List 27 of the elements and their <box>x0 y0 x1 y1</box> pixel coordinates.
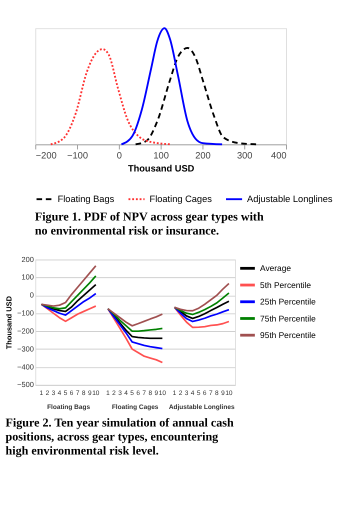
legend-label: Floating Bags <box>58 194 115 204</box>
caption: Figure 1. PDF of NPV across gear types with no environmental risk or insurance. <box>34 209 264 238</box>
y-tick-label: 200 <box>22 254 34 264</box>
legend-label: Adjustable Longlines <box>247 194 333 204</box>
x-tick-label: 0 <box>116 150 122 161</box>
legend-label: 95th Percentile <box>260 330 316 340</box>
x-tick-label: 300 <box>236 150 252 161</box>
x-tick-label: 400 <box>271 150 287 161</box>
legend-label: 5th Percentile <box>260 280 312 290</box>
legend-label: Average <box>260 263 292 274</box>
y-axis-title: Thousand USD <box>4 295 14 350</box>
y-tick-label: −100 <box>17 308 34 318</box>
y-tick-label: 100 <box>22 272 34 282</box>
legend-label: Floating Cages <box>150 194 212 204</box>
y-tick-label: −200 <box>17 326 34 336</box>
x-axis-title: Thousand USD <box>128 164 195 174</box>
y-tick-label: −500 <box>17 380 34 390</box>
legend-label: 25th Percentile <box>260 296 316 307</box>
y-tick-label: −300 <box>17 344 34 354</box>
y-tick-label: 0 <box>30 290 34 300</box>
x-tick-label: 200 <box>195 150 211 161</box>
x-tick-label: 100 <box>153 150 169 161</box>
x-tick-label: −200 <box>36 150 57 161</box>
y-tick-label: −400 <box>17 362 34 372</box>
x-tick-label: −100 <box>67 150 88 161</box>
legend-label: 75th Percentile <box>260 313 316 324</box>
caption: Figure 2. Ten year simulation of annual cash positions, across gear types, encountering high environmental risk level. <box>6 416 234 458</box>
